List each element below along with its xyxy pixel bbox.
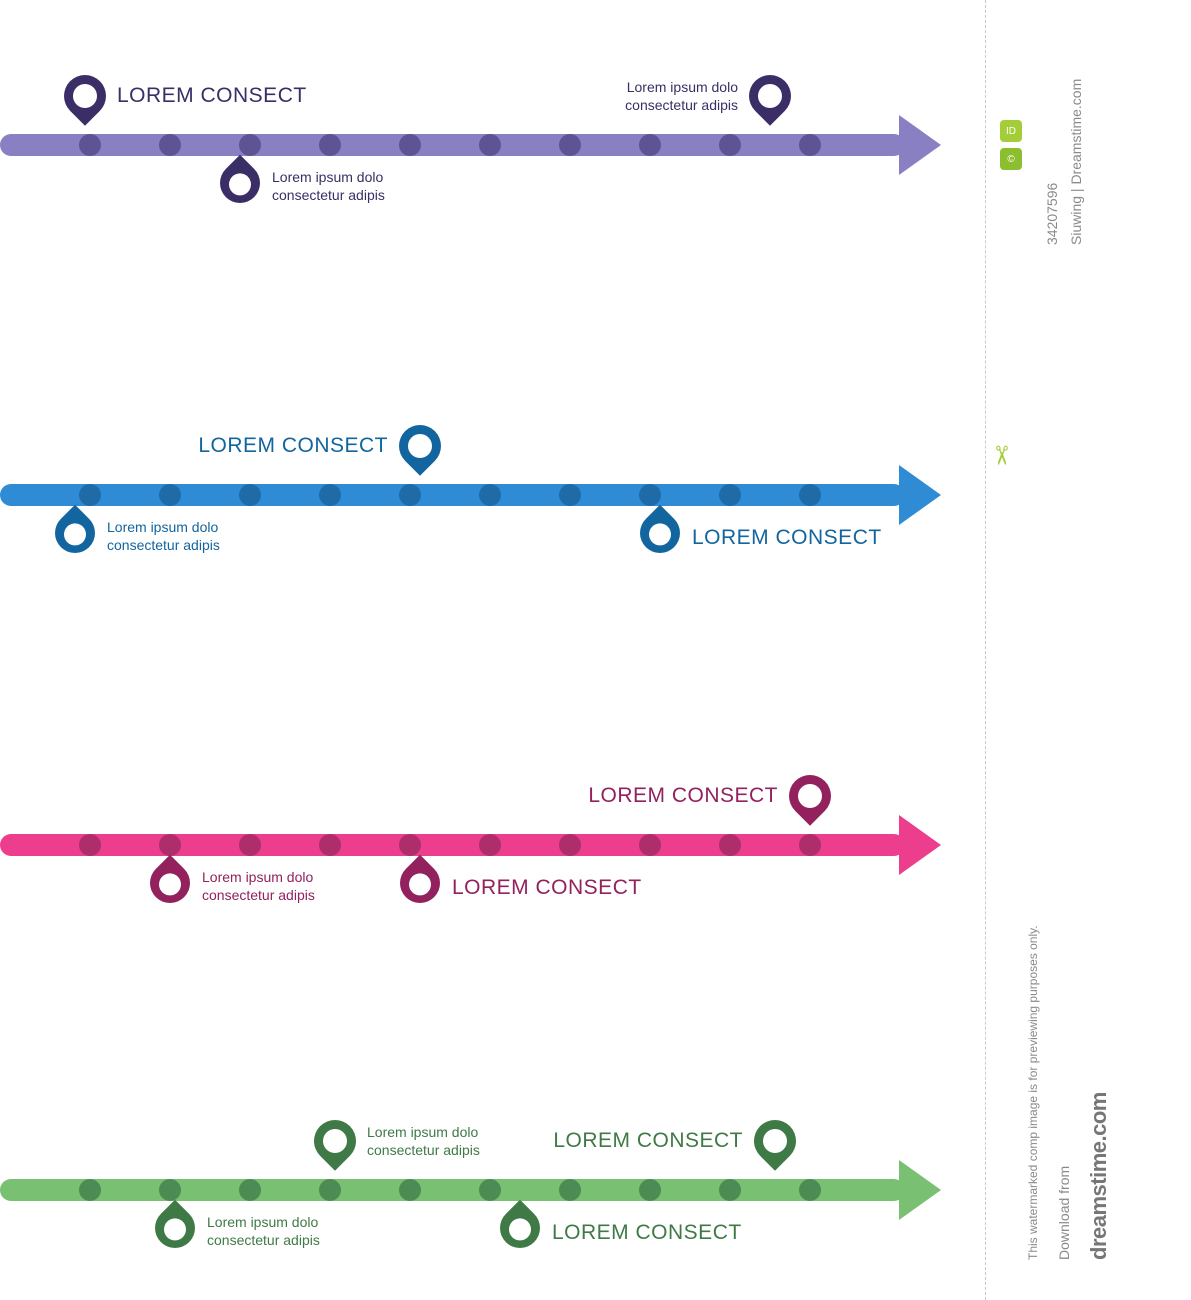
timeline-dot xyxy=(399,834,421,856)
marker-title: LOREM CONSECT xyxy=(692,525,882,551)
teardrop-icon xyxy=(492,1200,549,1257)
timeline-dot xyxy=(799,834,821,856)
timeline-dot xyxy=(559,834,581,856)
timeline-dot xyxy=(399,1179,421,1201)
timeline-arrowhead-icon xyxy=(899,465,941,525)
map-pin-icon xyxy=(390,416,449,475)
infographic-canvas: LOREM CONSECT Lorem ipsum doloconsectetur… xyxy=(0,0,980,1300)
timeline-arrowhead-icon xyxy=(899,1160,941,1220)
timeline-dot xyxy=(559,484,581,506)
teardrop-icon xyxy=(632,505,689,562)
marker-caption: Lorem ipsum doloconsectetur adipis xyxy=(202,869,315,904)
timeline-dot xyxy=(79,484,101,506)
watermark-download-text: Download from xyxy=(1056,1166,1072,1260)
timeline-dot xyxy=(559,134,581,156)
watermark-sidebar: ID © 34207596 Siuwing | Dreamstime.com ✂… xyxy=(985,0,1185,1300)
marker-title: LOREM CONSECT xyxy=(553,1128,743,1154)
teardrop-icon xyxy=(392,855,449,912)
timeline-track xyxy=(0,834,905,856)
map-pin-icon xyxy=(740,66,799,125)
map-pin-icon xyxy=(305,1111,364,1170)
teardrop-icon xyxy=(212,155,269,212)
timeline-dot xyxy=(639,484,661,506)
marker-title: LOREM CONSECT xyxy=(198,433,388,459)
map-pin-icon xyxy=(55,66,114,125)
timeline-dot xyxy=(239,1179,261,1201)
timeline-dot xyxy=(719,834,741,856)
timeline-dot xyxy=(479,484,501,506)
timeline-dot xyxy=(719,484,741,506)
timeline-dot xyxy=(479,1179,501,1201)
timeline-dot xyxy=(319,484,341,506)
timeline-dot xyxy=(159,134,181,156)
timeline-dot xyxy=(479,834,501,856)
timeline-track xyxy=(0,1179,905,1201)
scissor-icon: ✂ xyxy=(985,445,1016,467)
timeline-dot xyxy=(79,1179,101,1201)
marker-caption: Lorem ipsum doloconsectetur adipis xyxy=(367,1124,480,1159)
timeline-dot xyxy=(159,1179,181,1201)
marker-title: LOREM CONSECT xyxy=(117,83,307,109)
watermark-badge-icon: © xyxy=(1000,148,1022,170)
marker-title: LOREM CONSECT xyxy=(588,783,778,809)
timeline-dot xyxy=(239,134,261,156)
timeline-dot xyxy=(159,484,181,506)
timeline-dot xyxy=(239,834,261,856)
timeline-dot xyxy=(399,134,421,156)
watermark-credit: Siuwing | Dreamstime.com xyxy=(1068,79,1084,245)
timeline-dot xyxy=(79,134,101,156)
teardrop-icon xyxy=(142,855,199,912)
timeline-dot xyxy=(479,134,501,156)
timeline-dot xyxy=(799,1179,821,1201)
timeline-arrowhead-icon xyxy=(899,815,941,875)
marker-caption: Lorem ipsum doloconsectetur adipis xyxy=(272,169,385,204)
timeline-dot xyxy=(319,834,341,856)
timeline-arrowhead-icon xyxy=(899,115,941,175)
marker-caption: Lorem ipsum doloconsectetur adipis xyxy=(107,519,220,554)
marker-title: LOREM CONSECT xyxy=(452,875,642,901)
timeline-dot xyxy=(639,134,661,156)
map-pin-icon xyxy=(745,1111,804,1170)
timeline-dot xyxy=(159,834,181,856)
timeline-track xyxy=(0,484,905,506)
teardrop-icon xyxy=(147,1200,204,1257)
timeline-dot xyxy=(719,134,741,156)
timeline-dot xyxy=(319,134,341,156)
watermark-image-id: 34207596 xyxy=(1044,183,1060,245)
timeline-dot xyxy=(719,1179,741,1201)
marker-caption: Lorem ipsum doloconsectetur adipis xyxy=(207,1214,320,1249)
watermark-badge-icon: ID xyxy=(1000,120,1022,142)
timeline-dot xyxy=(559,1179,581,1201)
watermark-brand: dreamstime.com xyxy=(1086,1092,1112,1260)
timeline-dot xyxy=(799,484,821,506)
timeline-dot xyxy=(639,1179,661,1201)
timeline-dot xyxy=(319,1179,341,1201)
watermark-note: This watermarked comp image is for previ… xyxy=(1026,925,1040,1260)
timeline-dot xyxy=(799,134,821,156)
timeline-dot xyxy=(239,484,261,506)
marker-caption: Lorem ipsum doloconsectetur adipis xyxy=(625,79,738,114)
timeline-dot xyxy=(399,484,421,506)
timeline-dot xyxy=(79,834,101,856)
timeline-dot xyxy=(639,834,661,856)
teardrop-icon xyxy=(47,505,104,562)
map-pin-icon xyxy=(780,766,839,825)
timeline-track xyxy=(0,134,905,156)
marker-title: LOREM CONSECT xyxy=(552,1220,742,1246)
